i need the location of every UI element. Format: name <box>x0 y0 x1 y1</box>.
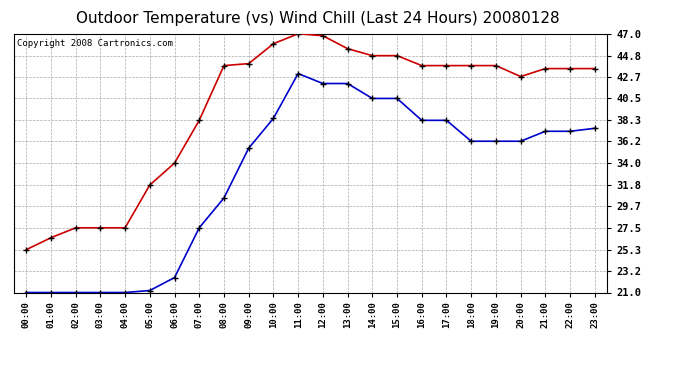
Text: Copyright 2008 Cartronics.com: Copyright 2008 Cartronics.com <box>17 39 172 48</box>
Text: Outdoor Temperature (vs) Wind Chill (Last 24 Hours) 20080128: Outdoor Temperature (vs) Wind Chill (Las… <box>76 11 559 26</box>
